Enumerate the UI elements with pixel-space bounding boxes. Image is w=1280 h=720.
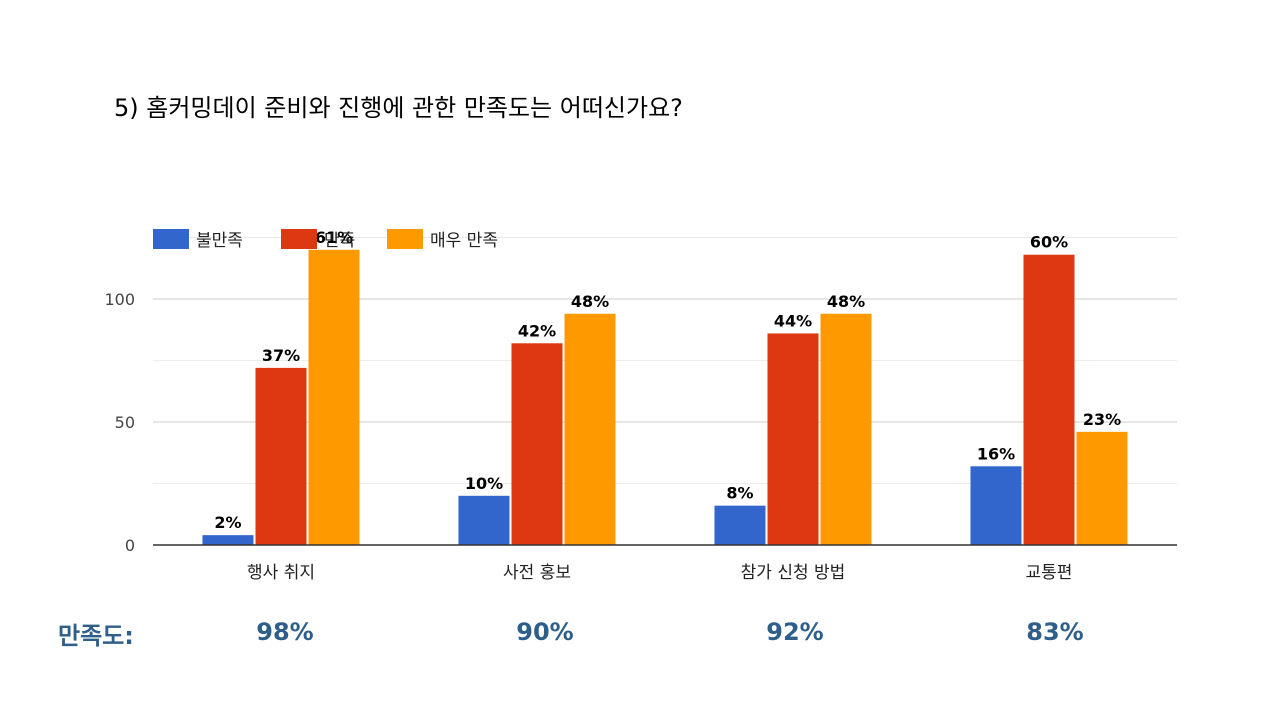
- bar: [714, 505, 766, 545]
- bar: [308, 249, 360, 546]
- satisfaction-value-1: 98%: [256, 618, 314, 646]
- y-tick-label: 100: [104, 290, 135, 309]
- bar-data-label: 2%: [214, 513, 241, 532]
- bar-data-label: 16%: [977, 444, 1015, 463]
- bar: [458, 495, 510, 545]
- legend-label: 불만족: [196, 231, 243, 251]
- bar: [767, 333, 819, 545]
- legend-swatch: [281, 229, 317, 249]
- y-tick-label: 50: [115, 413, 135, 432]
- x-category-label: 교통편: [1026, 563, 1073, 583]
- bar-data-label: 48%: [571, 292, 609, 311]
- x-category-label: 행사 취지: [247, 563, 315, 583]
- bar-data-label: 60%: [1030, 233, 1068, 252]
- legend-swatch: [153, 229, 189, 249]
- x-category-label: 사전 홍보: [503, 563, 571, 583]
- bar-data-label: 37%: [262, 346, 300, 365]
- satisfaction-value-4: 83%: [1026, 618, 1084, 646]
- bar-data-label: 10%: [465, 474, 503, 493]
- bar: [1076, 431, 1128, 545]
- bar-data-label: 48%: [827, 292, 865, 311]
- bar-data-label: 44%: [774, 311, 812, 330]
- bar: [202, 535, 254, 545]
- legend-label: 만족: [324, 231, 355, 251]
- bar-data-label: 61%: [315, 228, 353, 247]
- satisfaction-value-2: 90%: [516, 618, 574, 646]
- bar: [511, 343, 563, 545]
- legend-label: 매우 만족: [430, 231, 498, 251]
- bar: [564, 313, 616, 545]
- bar-data-label: 42%: [518, 321, 556, 340]
- slide-title: 5) 홈커밍데이 준비와 진행에 관한 만족도는 어떠신가요?: [114, 94, 683, 122]
- satisfaction-label: 만족도:: [58, 622, 134, 650]
- bar-data-label: 8%: [726, 484, 753, 503]
- y-tick-label: 0: [125, 536, 135, 555]
- x-category-label: 참가 신청 방법: [741, 563, 846, 583]
- bar: [820, 313, 872, 545]
- legend-swatch: [387, 229, 423, 249]
- bar: [970, 466, 1022, 545]
- bar-data-label: 23%: [1083, 410, 1121, 429]
- bar: [255, 367, 307, 545]
- satisfaction-value-3: 92%: [766, 618, 824, 646]
- bar: [1023, 254, 1075, 545]
